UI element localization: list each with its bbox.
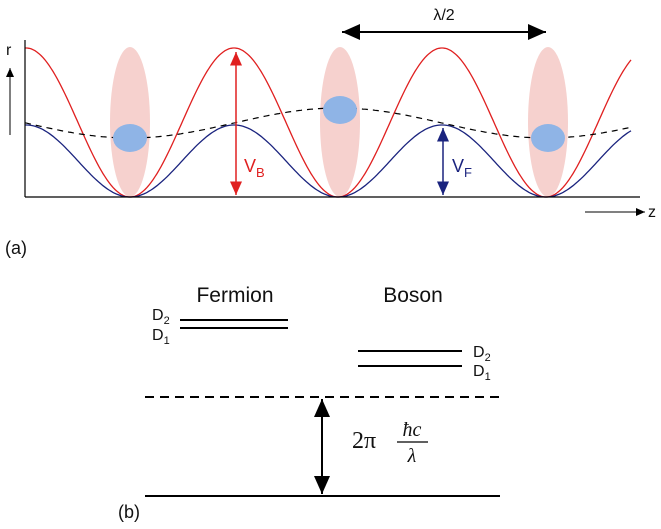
panel-b-label: (b): [118, 502, 140, 522]
gap-prefix: 2π: [352, 428, 376, 454]
label-sub: 2: [485, 352, 491, 364]
label-sub: 1: [164, 335, 170, 347]
vf-label: VF: [452, 156, 472, 180]
atom: [113, 124, 147, 152]
site-envelope: [110, 47, 150, 197]
vb-label: VB: [244, 156, 265, 180]
label-base: D: [152, 307, 164, 324]
atom: [323, 96, 357, 124]
fermion-title: Fermion: [196, 284, 273, 307]
label-base: D: [473, 344, 485, 361]
fermion-d2-label: D2: [152, 307, 170, 327]
panel-a-label: (a): [5, 238, 27, 258]
label-base: D: [473, 363, 485, 380]
wells: [24, 47, 632, 198]
vb-sub: B: [256, 165, 265, 180]
site-envelope: [528, 47, 568, 197]
vb-base: V: [244, 156, 256, 176]
boson-title: Boson: [383, 284, 443, 307]
boson-d2-label: D2: [473, 344, 491, 364]
z-label: z: [648, 204, 656, 221]
spacing-label: λ/2: [433, 7, 454, 24]
r-label: r: [6, 42, 12, 59]
boson-d1-label: D1: [473, 363, 491, 383]
vf-sub: F: [464, 165, 472, 180]
gap-numerator: ħc: [403, 419, 422, 441]
fermion-d1-label: D1: [152, 327, 170, 347]
label-base: D: [152, 327, 164, 344]
atom: [531, 124, 565, 152]
label-sub: 1: [485, 371, 491, 383]
label-sub: 2: [164, 315, 170, 327]
vf-base: V: [452, 156, 464, 176]
gap-denominator: λ: [407, 445, 417, 467]
